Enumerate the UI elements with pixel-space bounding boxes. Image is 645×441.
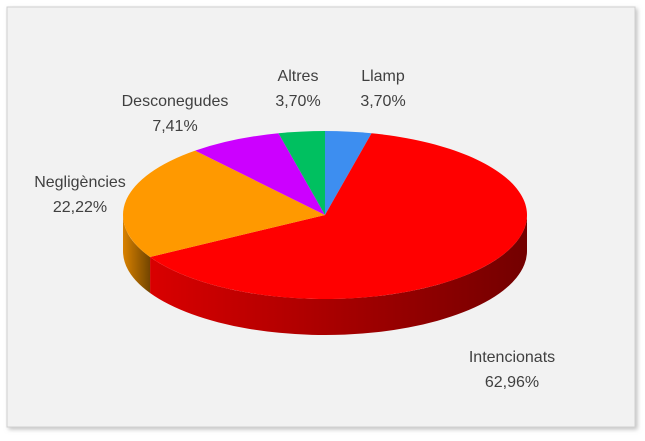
category-label: Negligències: [34, 174, 126, 191]
pie-side: [150, 215, 527, 335]
category-label: Intencionats: [469, 349, 555, 366]
category-label: Llamp: [361, 68, 405, 85]
pie-slice: [122, 150, 325, 257]
value-label: 22,22%: [53, 199, 107, 216]
value-label: 62,96%: [485, 374, 539, 391]
labels: Llamp 3,70% Intencionats 62,96% Negligències…: [34, 68, 555, 391]
category-label: Altres: [278, 68, 319, 85]
category-label: Desconegudes: [122, 93, 229, 110]
value-label: 7,41%: [152, 118, 197, 135]
pie-side: [123, 215, 151, 293]
pie-slice: [278, 131, 325, 215]
pie-tops: [122, 131, 527, 299]
value-label: 3,70%: [360, 93, 405, 110]
pie-slice: [150, 133, 527, 299]
pie-sides: [123, 215, 527, 335]
value-label: 3,70%: [275, 93, 320, 110]
pie-slice: [325, 131, 372, 215]
pie-slice: [195, 133, 325, 215]
